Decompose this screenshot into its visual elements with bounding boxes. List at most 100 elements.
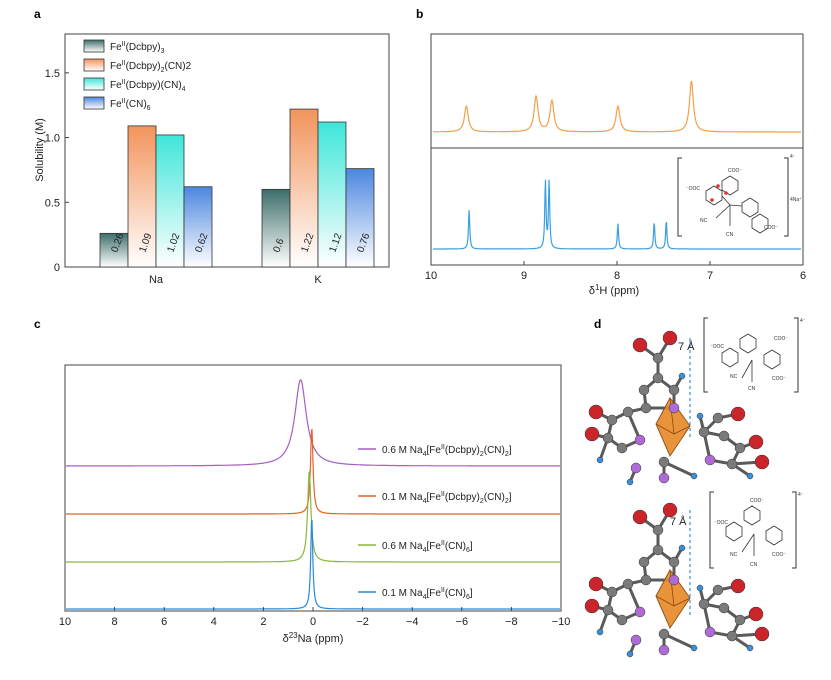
x-tick-label: −2 xyxy=(356,616,369,628)
atom-c xyxy=(658,456,670,468)
bar-na-2 xyxy=(155,134,185,268)
atom-h xyxy=(626,650,634,658)
x-tick-label: 2 xyxy=(260,616,266,628)
spectrum-line-1 xyxy=(433,179,801,250)
y-tick-label: 0.5 xyxy=(45,197,60,209)
atom-o xyxy=(754,626,770,642)
atom-h xyxy=(690,472,698,480)
octahedron-edge xyxy=(673,425,691,435)
x-tick-label: 6 xyxy=(161,616,167,628)
x-tick-label: 0 xyxy=(310,616,316,628)
atom-c xyxy=(652,372,664,384)
atom-n xyxy=(634,606,646,618)
inset-b-charge: 4⁻ xyxy=(790,154,796,160)
atom-o xyxy=(588,576,604,592)
legend-swatch xyxy=(83,77,105,91)
atom-n xyxy=(704,626,716,638)
atom-h xyxy=(746,644,754,652)
atom-c xyxy=(652,524,664,536)
x-tick-label: −6 xyxy=(456,616,469,628)
panel-a-frame xyxy=(64,33,390,268)
bond xyxy=(663,632,695,650)
panel-c-chart: 0.6 M Na4[FeII(Dcbpy)2(CN)2] 0.1 M Na4[Fe… xyxy=(59,364,571,645)
atom-c xyxy=(734,442,746,454)
atom-c xyxy=(652,544,664,556)
na-legend-label: 0.6 M Na4[FeII(Dcbpy)2(CN)2] xyxy=(382,444,512,458)
atom-n xyxy=(658,644,670,656)
inset-d-upper-label-3: NC xyxy=(730,374,738,380)
molecule-lower xyxy=(584,502,770,658)
molecule-upper xyxy=(584,330,770,486)
x-tick-label: −4 xyxy=(406,616,419,628)
distance-label-upper: 7 Å xyxy=(678,340,695,353)
panel-d-inset-upper: ⁻OOC COO⁻ NC CN COO⁻ 4⁻ xyxy=(703,317,806,393)
atom-c xyxy=(652,352,664,364)
na-spectrum-3 xyxy=(66,519,560,610)
atom-n xyxy=(630,462,642,474)
panel-a-ylabel: Solubility (M) xyxy=(34,118,46,182)
inset-b-label-3: NC xyxy=(700,218,708,224)
inset-b-label-5: COO⁻ xyxy=(764,225,778,231)
panel-a-letter: a xyxy=(34,7,41,21)
atom-o xyxy=(584,598,600,614)
atom-c xyxy=(622,406,634,418)
inset-d-upper-label-1: ⁻OOC xyxy=(710,344,724,350)
x-tick-label: 7 xyxy=(707,270,713,282)
y-tick-label: 0 xyxy=(54,262,60,274)
inset-d-upper-label-5: COO⁻ xyxy=(772,376,786,382)
x-tick-label: 10 xyxy=(59,616,71,628)
inset-d-lower-label-4: CN xyxy=(750,562,758,568)
atom-c xyxy=(616,442,628,454)
atom-n xyxy=(634,434,646,446)
atom-c xyxy=(668,384,680,396)
na-legend-label: 0.1 M Na4[FeII(CN)6] xyxy=(382,587,473,601)
atom-o xyxy=(662,330,678,346)
inset-d-lower-label-3: NC xyxy=(730,552,738,558)
x-tick-label: −8 xyxy=(505,616,518,628)
inset-d-lower-label-1: COO⁻ xyxy=(750,498,764,504)
atom-o xyxy=(748,434,764,450)
atom-c xyxy=(658,628,670,640)
atom-c xyxy=(712,412,724,424)
atom-o xyxy=(730,406,746,422)
bar-k-3 xyxy=(345,168,375,268)
bond xyxy=(663,460,695,478)
atom-n xyxy=(668,402,680,414)
legend-label: FeII(Dcbpy)2(CN)2 xyxy=(110,60,192,74)
octahedron-edge xyxy=(655,595,675,607)
atom-c xyxy=(602,604,614,616)
inset-d-upper-label-4: CN xyxy=(748,386,756,392)
x-tick-label: Na xyxy=(149,274,164,286)
na-legend-label: 0.6 M Na4[FeII(CN)6] xyxy=(382,540,473,554)
legend-label: FeII(Dcbpy)3 xyxy=(110,41,165,55)
atom-c xyxy=(640,402,652,414)
inset-b-label-2: ⁻OOC xyxy=(686,186,700,192)
inset-b-counterion: 4Na⁺ xyxy=(790,197,802,203)
atom-c xyxy=(698,598,710,610)
bar-k-1 xyxy=(289,108,319,268)
atom-c xyxy=(734,614,746,626)
x-tick-label: 4 xyxy=(211,616,217,628)
legend-swatch xyxy=(83,58,105,72)
panel-b-xlabel: δ1H (ppm) xyxy=(589,283,639,297)
inset-bracket-right xyxy=(784,157,789,237)
atom-o xyxy=(748,606,764,622)
atom-c xyxy=(606,586,618,598)
atom-c xyxy=(638,384,650,396)
inset-bracket-left xyxy=(677,157,682,237)
atom-h xyxy=(696,584,704,592)
panel-b-inset-structure: COO⁻ ⁻OOC NC CN COO⁻ 4⁻ 4Na⁺ xyxy=(677,154,802,238)
panel-b-chart: 10 9 8 7 6 δ1H (ppm) COO⁻ ⁻OOC NC CN CO xyxy=(425,33,806,297)
inset-d-upper-charge: 4⁻ xyxy=(800,318,806,324)
atom-c xyxy=(668,556,680,568)
x-tick-label: 6 xyxy=(800,270,806,282)
octahedron-edge xyxy=(673,597,691,607)
y-tick-label: 1.0 xyxy=(45,133,60,145)
atom-c xyxy=(638,556,650,568)
panel-d-letter: d xyxy=(594,317,601,331)
x-tick-label: −10 xyxy=(552,616,571,628)
panel-c-xlabel: δ23Na (ppm) xyxy=(283,631,344,645)
atom-n xyxy=(668,574,680,586)
atom-c xyxy=(622,578,634,590)
inset-d-lower-label-2: ⁻OOC xyxy=(714,520,728,526)
